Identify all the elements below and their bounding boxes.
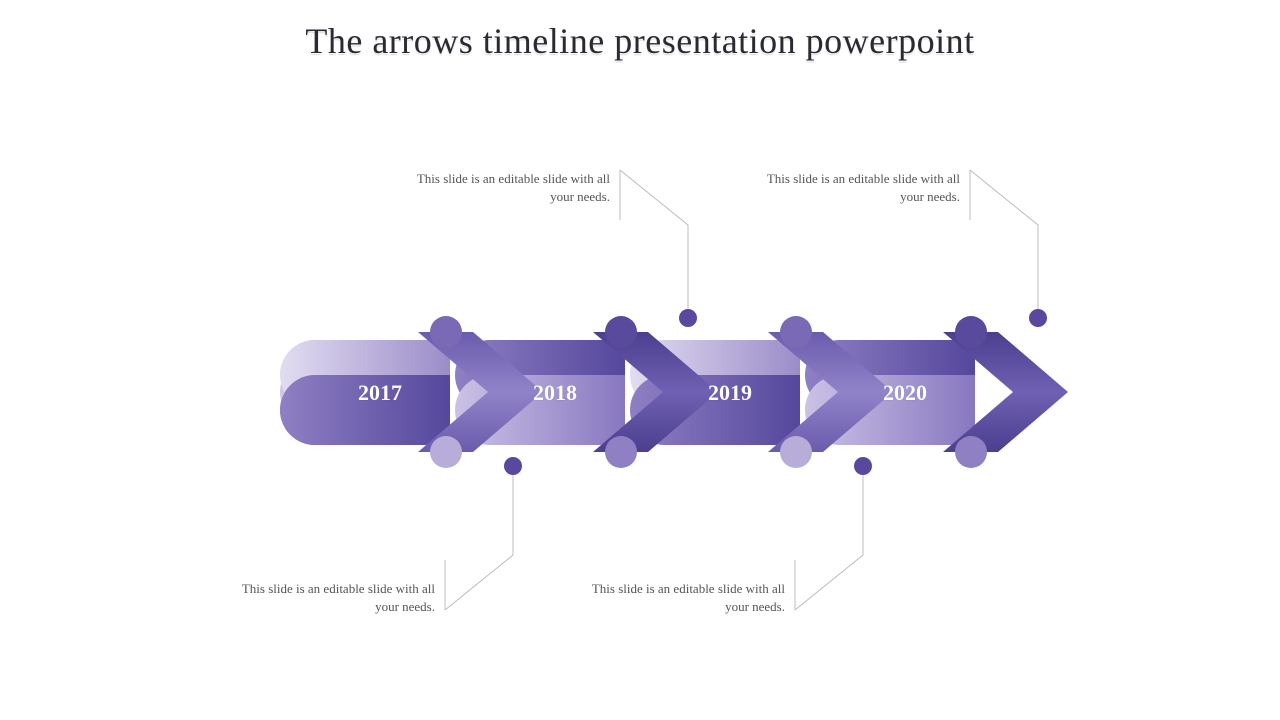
desc-2017: This slide is an editable slide with all…: [240, 580, 435, 615]
connector-2020: [970, 170, 1047, 327]
year-label-2018: 2018: [533, 380, 577, 405]
year-label-2019: 2019: [708, 380, 752, 405]
connector-2019: [795, 457, 872, 610]
year-label-2020: 2020: [883, 380, 927, 405]
desc-2020: This slide is an editable slide with all…: [765, 170, 960, 205]
connector-2017: [445, 457, 522, 610]
year-label-2017: 2017: [358, 380, 402, 405]
connector-2018: [620, 170, 697, 327]
slide-stage: The arrows timeline presentation powerpo…: [0, 0, 1280, 720]
desc-2019: This slide is an editable slide with all…: [590, 580, 785, 615]
desc-2018: This slide is an editable slide with all…: [415, 170, 610, 205]
